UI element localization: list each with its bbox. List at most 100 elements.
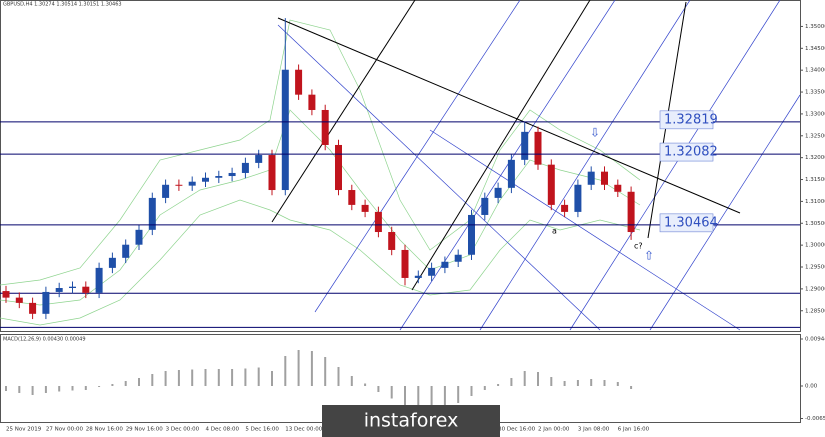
candle-body [281, 69, 289, 191]
macd-bar [44, 386, 47, 393]
macd-bar [616, 382, 619, 386]
candle-body [335, 144, 342, 191]
trend-line [411, 0, 591, 291]
level-label: 1.32082 [664, 145, 718, 160]
macd-bar [510, 378, 513, 386]
x-tick-label: 13 Dec 00:00 [285, 427, 322, 433]
x-tick-label: 25 Nov 2019 [6, 427, 42, 433]
level-label: 1.32819 [664, 112, 718, 127]
y-tick-label: 1.32500 [805, 133, 825, 139]
macd-bar [404, 386, 406, 406]
macd-bar [563, 381, 566, 386]
macd-bar [244, 368, 247, 386]
candle-body [42, 291, 50, 314]
macd-bar [310, 351, 313, 386]
y-tick-label: 1.29000 [805, 286, 825, 292]
candle-body [148, 197, 156, 230]
arrow-down: ⇩ [590, 126, 600, 140]
macd-bar [377, 386, 380, 392]
macd-bar [111, 384, 114, 386]
candle-body [428, 267, 436, 276]
channel-line [649, 94, 801, 331]
chart-title: GBPUSD,H4 1.30274 1.30514 1.30151 1.3046… [3, 2, 122, 8]
level-label-box [659, 213, 714, 233]
candle-body [614, 184, 622, 192]
upper-band [0, 19, 641, 286]
level-label-box [659, 110, 714, 130]
trend-line [277, 17, 741, 214]
candle-body [29, 302, 37, 314]
x-tick-label: 6 Jan 16:00 [618, 427, 650, 433]
macd-bar [84, 386, 87, 390]
macd-bar [124, 381, 127, 386]
x-tick-label: 2 Jan 00:00 [538, 427, 570, 433]
candle-body [601, 171, 608, 185]
macd-bar [257, 367, 260, 386]
candle-body [481, 197, 489, 215]
candle-body [241, 162, 249, 173]
macd-bar [350, 376, 353, 386]
y-tick-label: 1.34000 [805, 68, 825, 74]
macd-bar [576, 380, 579, 386]
y-tick-label: 1.34500 [805, 46, 825, 52]
candle-body [534, 131, 542, 165]
macd-bar [98, 386, 101, 387]
candle-body [361, 204, 369, 212]
lower-band [0, 199, 641, 326]
candle-body [401, 249, 409, 278]
macd-bar [58, 386, 61, 392]
candle-body [587, 171, 595, 185]
x-tick-label: 28 Nov 16:00 [86, 427, 124, 433]
channel-line [399, 0, 616, 331]
candle-body [55, 288, 63, 292]
candle-body [627, 191, 635, 233]
channel-lines [277, 0, 801, 331]
candle-body [388, 232, 396, 250]
y-tick-label: 1.35000 [805, 24, 825, 30]
macd-bar [71, 386, 74, 391]
trend-lines [271, 0, 741, 291]
macd-title: MACD(12,26,9) 0.00430 0.00049 [3, 337, 86, 343]
y-tick-label: 1.31500 [805, 177, 825, 183]
macd-bar [430, 386, 433, 408]
macd-bar [550, 377, 553, 386]
candle-body [308, 94, 316, 110]
candle-body [188, 181, 196, 186]
candle-body [374, 211, 382, 233]
macd-bar [537, 372, 539, 386]
candle-body [228, 172, 236, 177]
y-tick-label: 1.32000 [805, 155, 825, 161]
candle-body [574, 184, 582, 212]
macd-bar [417, 386, 420, 409]
macd-bar [204, 369, 207, 386]
macd-bar [443, 386, 446, 406]
macd-bar [217, 369, 220, 386]
candle-body [561, 204, 569, 212]
macd-bar [603, 380, 606, 386]
candle-body [69, 286, 76, 289]
y-tick-label: 1.28500 [805, 308, 825, 314]
macd-bar [630, 386, 633, 389]
channel-line [479, 0, 691, 331]
candle-body [2, 291, 10, 298]
macd-bar [18, 386, 21, 393]
macd-bar [5, 386, 7, 391]
candle-body [414, 275, 422, 278]
macd-bar [164, 371, 167, 386]
candle-body [321, 109, 329, 145]
middle-band [0, 109, 641, 306]
y-tick-label: -0.006511 [805, 416, 825, 422]
level-label: 1.30464 [664, 215, 718, 230]
x-tick-label: 29 Nov 16:00 [126, 427, 164, 433]
candle-body [95, 267, 103, 293]
candle-body [202, 177, 209, 182]
macd-bar [177, 370, 180, 386]
annotation: c? [634, 242, 643, 251]
level-label-box [659, 142, 714, 162]
bollinger-bands [0, 19, 641, 326]
candle-body [521, 131, 529, 160]
y-tick-label: 0.00 [805, 384, 818, 390]
macd-bar [31, 386, 34, 395]
candle-body [255, 155, 263, 163]
